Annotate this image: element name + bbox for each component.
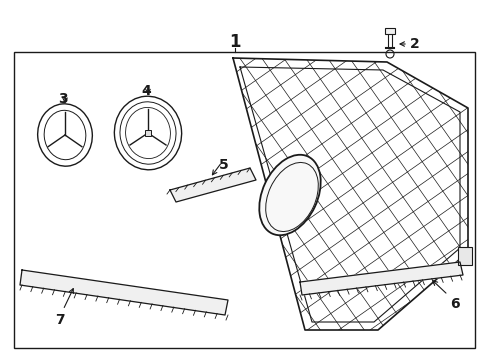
Polygon shape bbox=[170, 168, 256, 202]
Ellipse shape bbox=[259, 155, 320, 235]
Polygon shape bbox=[20, 270, 227, 315]
Bar bbox=[457, 247, 471, 265]
Text: 4: 4 bbox=[141, 84, 151, 98]
Bar bbox=[145, 130, 151, 136]
Text: 5: 5 bbox=[219, 158, 228, 172]
Polygon shape bbox=[299, 262, 462, 295]
Text: 1: 1 bbox=[229, 33, 240, 51]
Text: 3: 3 bbox=[58, 93, 68, 107]
Text: 6: 6 bbox=[449, 297, 459, 311]
Text: 7: 7 bbox=[55, 313, 65, 327]
Bar bbox=[14, 52, 474, 348]
Text: 2: 2 bbox=[409, 37, 419, 51]
Bar bbox=[384, 28, 394, 34]
